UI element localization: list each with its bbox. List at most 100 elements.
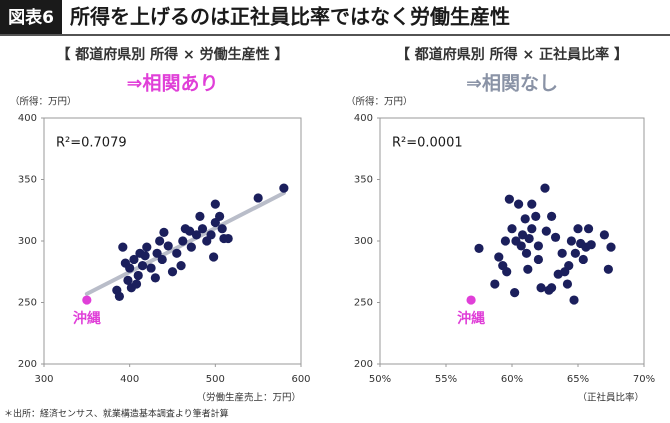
chart-heading: 【 都道府県別 所得 × 労働生産性 】 (56, 46, 288, 63)
point (547, 211, 557, 221)
title: 所得を上げるのは正社員比率ではなく労働生産性 (70, 5, 510, 29)
chart-heading: 【 都道府県別 所得 × 正社員比率 】 (396, 46, 628, 63)
point (163, 241, 173, 251)
point (176, 261, 186, 271)
x-tick-label: 70% (633, 374, 655, 385)
point (172, 248, 182, 258)
point (507, 224, 517, 234)
y-tick-label: 300 (18, 236, 37, 247)
point (140, 251, 150, 261)
footnote: ＊出所：経済センサス、就業構造基本調査より筆者計算 (4, 408, 229, 420)
y-tick-label: 350 (354, 175, 373, 186)
point (527, 224, 537, 234)
badge-bg (0, 0, 62, 34)
point (209, 252, 219, 262)
y-tick-label: 400 (18, 113, 37, 124)
x-tick-label: 50% (369, 374, 391, 385)
x-tick-label: 65% (567, 374, 589, 385)
y-tick-label: 350 (18, 175, 37, 186)
point (564, 261, 574, 271)
x-axis-label: （正社員比率） (577, 392, 644, 404)
point-label: 沖縄 (457, 310, 485, 327)
point (223, 233, 233, 244)
point (533, 241, 544, 251)
point (129, 254, 139, 265)
point (570, 248, 580, 258)
point (531, 211, 541, 221)
point (150, 273, 160, 283)
y-axis-label: （所得：万円） (346, 96, 413, 108)
point (573, 224, 583, 234)
point (533, 254, 544, 265)
x-tick-label: 55% (435, 374, 457, 385)
y-tick-label: 250 (354, 298, 373, 309)
verdict: ⇒相関なし (466, 73, 558, 95)
point (521, 248, 532, 258)
point (599, 230, 610, 240)
x-axis-label: （労働生産売上：万円） (196, 392, 301, 404)
point (500, 236, 510, 246)
annotation: R²=0.7079 (56, 136, 127, 151)
x-tick-label: 600 (291, 374, 310, 385)
y-tick-label: 400 (354, 113, 373, 124)
point (125, 263, 135, 273)
point (146, 263, 156, 273)
point (142, 242, 152, 252)
point (118, 242, 128, 252)
point (123, 275, 133, 285)
badge: 図表6 (8, 7, 54, 28)
point (474, 243, 484, 253)
point (527, 199, 537, 209)
point (514, 199, 524, 209)
verdict: ⇒相関あり (127, 73, 219, 95)
point (566, 236, 577, 246)
point (185, 226, 195, 236)
point (82, 295, 92, 305)
point (210, 199, 220, 209)
point (586, 240, 596, 250)
point (186, 242, 196, 252)
point (536, 283, 546, 293)
point (133, 270, 143, 281)
y-tick-label: 200 (354, 359, 373, 370)
point (603, 264, 613, 274)
plot-frame (43, 117, 302, 365)
y-tick-label: 200 (18, 359, 37, 370)
point (178, 236, 188, 246)
point (557, 248, 567, 258)
point (137, 261, 148, 271)
point (114, 291, 124, 301)
point (466, 295, 476, 305)
y-tick-label: 300 (354, 236, 373, 247)
point (195, 211, 205, 221)
point (131, 279, 142, 289)
point (540, 183, 550, 193)
point (583, 224, 594, 234)
point (562, 279, 573, 289)
point (490, 279, 500, 289)
y-axis-label: （所得：万円） (10, 96, 77, 108)
point (510, 288, 520, 298)
point (502, 267, 512, 277)
point (523, 264, 533, 274)
point (217, 224, 227, 234)
annotation: R²=0.0001 (392, 136, 463, 151)
point (159, 227, 169, 237)
point (520, 214, 530, 224)
x-tick-label: 500 (206, 374, 225, 385)
point (516, 241, 526, 251)
point (606, 242, 616, 252)
point (191, 230, 202, 240)
point (279, 183, 289, 193)
point (550, 232, 561, 242)
point (206, 230, 216, 240)
point (541, 226, 551, 236)
x-tick-label: 300 (34, 374, 53, 385)
x-tick-label: 60% (501, 374, 523, 385)
point (215, 211, 225, 221)
point (157, 254, 167, 265)
point (569, 295, 579, 305)
x-tick-label: 400 (120, 374, 139, 385)
point (152, 248, 162, 258)
